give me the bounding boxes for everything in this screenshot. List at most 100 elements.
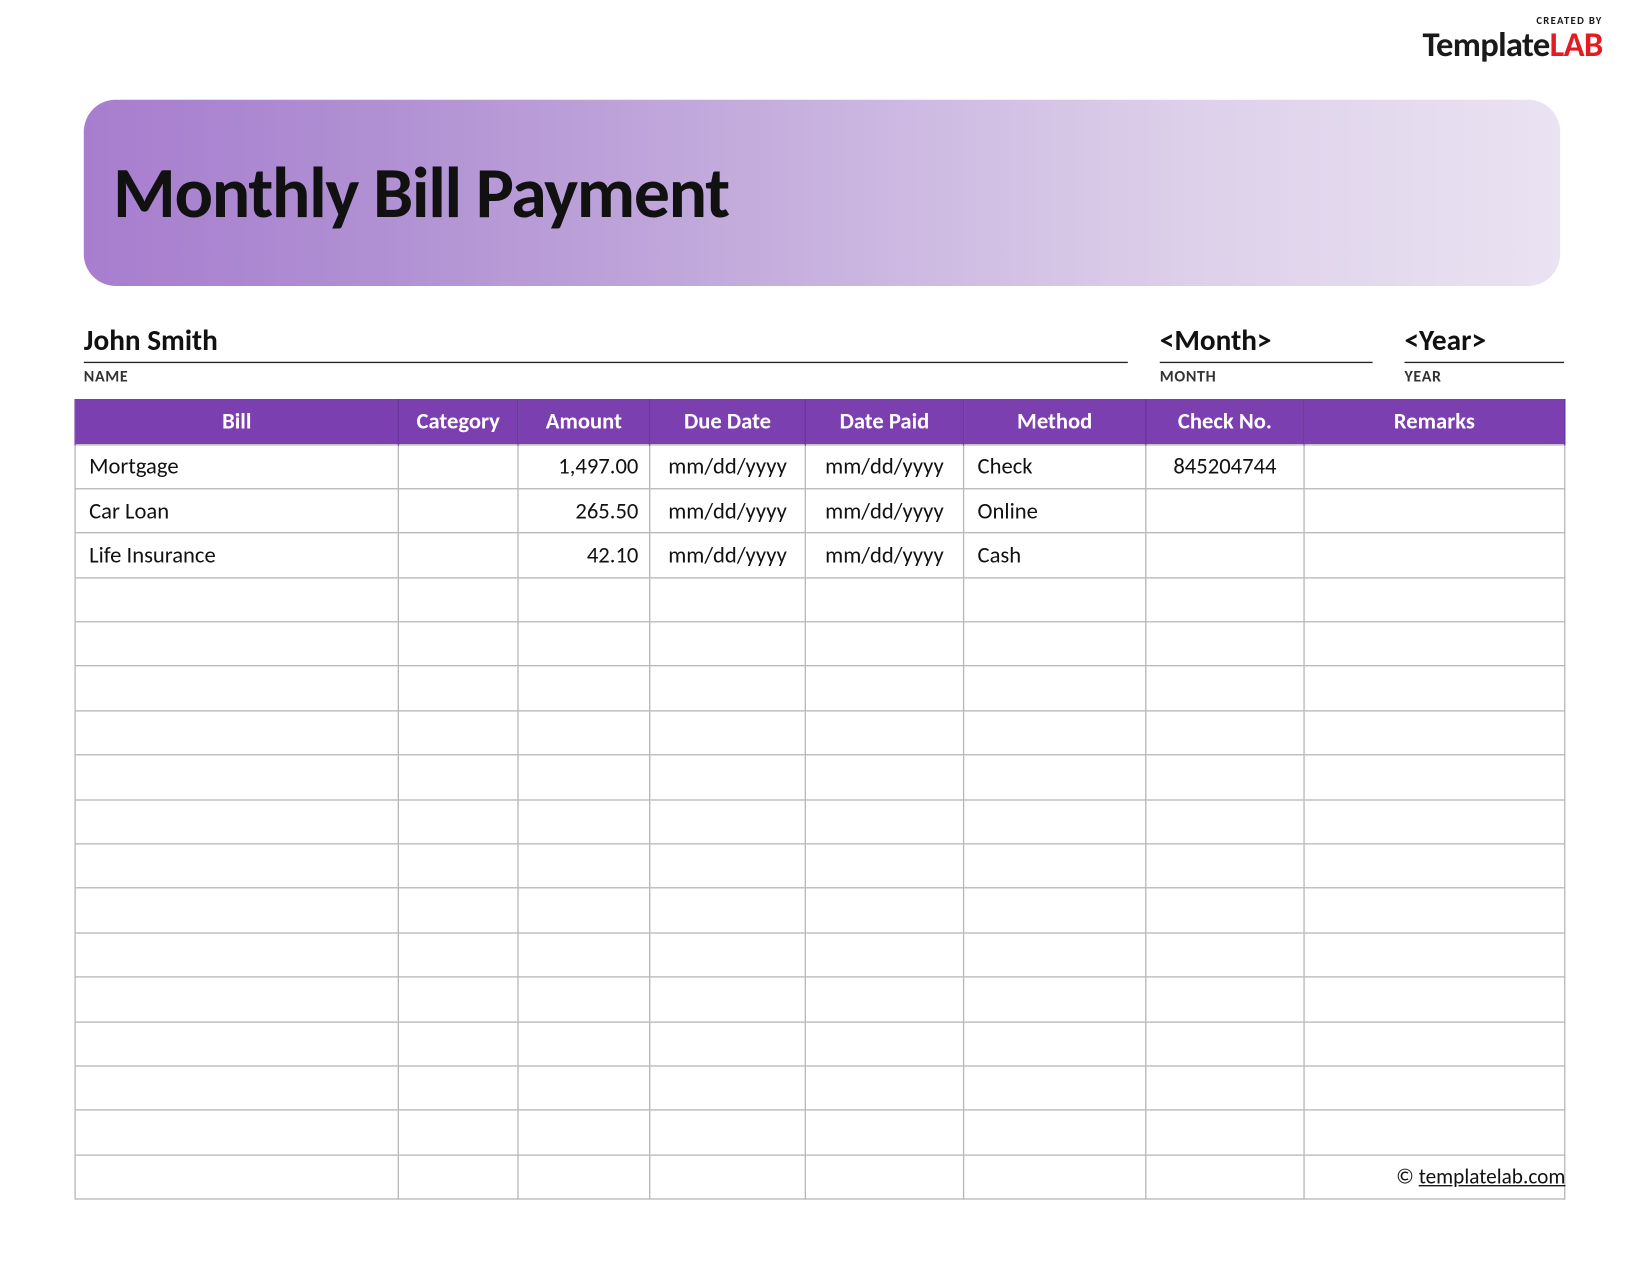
cell-remarks[interactable] <box>1304 489 1565 533</box>
cell-bill[interactable] <box>75 977 398 1021</box>
cell-due[interactable] <box>650 577 806 621</box>
cell-method[interactable] <box>964 933 1146 977</box>
cell-paid[interactable] <box>805 888 963 932</box>
cell-paid[interactable]: mm/dd/yyyy <box>805 489 963 533</box>
cell-due[interactable] <box>650 1155 806 1199</box>
cell-remarks[interactable] <box>1304 533 1565 577</box>
cell-category[interactable] <box>398 711 518 755</box>
cell-method[interactable] <box>964 666 1146 710</box>
footer-link[interactable]: templatelab.com <box>1419 1165 1566 1190</box>
cell-method[interactable] <box>964 799 1146 843</box>
cell-category[interactable] <box>398 888 518 932</box>
cell-category[interactable] <box>398 622 518 666</box>
cell-method[interactable]: Cash <box>964 533 1146 577</box>
cell-category[interactable] <box>398 755 518 799</box>
cell-category[interactable] <box>398 577 518 621</box>
cell-bill[interactable]: Life Insurance <box>75 533 398 577</box>
cell-amount[interactable] <box>518 799 650 843</box>
cell-paid[interactable]: mm/dd/yyyy <box>805 533 963 577</box>
cell-due[interactable] <box>650 977 806 1021</box>
cell-due[interactable] <box>650 1022 806 1066</box>
cell-method[interactable] <box>964 888 1146 932</box>
cell-amount[interactable]: 42.10 <box>518 533 650 577</box>
cell-paid[interactable] <box>805 844 963 888</box>
cell-check[interactable] <box>1146 489 1304 533</box>
cell-bill[interactable] <box>75 666 398 710</box>
cell-remarks[interactable] <box>1304 755 1565 799</box>
cell-bill[interactable]: Car Loan <box>75 489 398 533</box>
cell-category[interactable] <box>398 933 518 977</box>
cell-check[interactable] <box>1146 933 1304 977</box>
cell-check[interactable]: 845204744 <box>1146 444 1304 488</box>
cell-remarks[interactable] <box>1304 1022 1565 1066</box>
cell-due[interactable] <box>650 711 806 755</box>
cell-category[interactable] <box>398 977 518 1021</box>
cell-check[interactable] <box>1146 888 1304 932</box>
cell-check[interactable] <box>1146 977 1304 1021</box>
cell-paid[interactable] <box>805 1110 963 1154</box>
cell-paid[interactable]: mm/dd/yyyy <box>805 444 963 488</box>
cell-due[interactable] <box>650 1110 806 1154</box>
cell-method[interactable] <box>964 577 1146 621</box>
cell-paid[interactable] <box>805 977 963 1021</box>
cell-method[interactable]: Check <box>964 444 1146 488</box>
cell-paid[interactable] <box>805 799 963 843</box>
cell-paid[interactable] <box>805 1022 963 1066</box>
cell-category[interactable] <box>398 1022 518 1066</box>
cell-due[interactable] <box>650 888 806 932</box>
cell-due[interactable]: mm/dd/yyyy <box>650 533 806 577</box>
cell-bill[interactable] <box>75 1066 398 1110</box>
name-value[interactable]: John Smith <box>84 322 1128 363</box>
cell-bill[interactable] <box>75 888 398 932</box>
cell-amount[interactable] <box>518 577 650 621</box>
cell-check[interactable] <box>1146 622 1304 666</box>
cell-amount[interactable] <box>518 933 650 977</box>
cell-bill[interactable]: Mortgage <box>75 444 398 488</box>
cell-paid[interactable] <box>805 933 963 977</box>
cell-bill[interactable] <box>75 577 398 621</box>
cell-bill[interactable] <box>75 622 398 666</box>
cell-amount[interactable] <box>518 977 650 1021</box>
cell-category[interactable] <box>398 799 518 843</box>
cell-remarks[interactable] <box>1304 888 1565 932</box>
cell-check[interactable] <box>1146 1066 1304 1110</box>
cell-paid[interactable] <box>805 1155 963 1199</box>
cell-amount[interactable] <box>518 666 650 710</box>
cell-bill[interactable] <box>75 711 398 755</box>
cell-method[interactable] <box>964 755 1146 799</box>
cell-remarks[interactable] <box>1304 844 1565 888</box>
cell-amount[interactable] <box>518 622 650 666</box>
cell-check[interactable] <box>1146 1155 1304 1199</box>
cell-due[interactable] <box>650 799 806 843</box>
cell-remarks[interactable] <box>1304 622 1565 666</box>
year-value[interactable]: <Year> <box>1404 322 1564 363</box>
cell-amount[interactable] <box>518 888 650 932</box>
cell-paid[interactable] <box>805 577 963 621</box>
cell-due[interactable] <box>650 666 806 710</box>
cell-method[interactable] <box>964 1066 1146 1110</box>
cell-method[interactable] <box>964 622 1146 666</box>
cell-due[interactable]: mm/dd/yyyy <box>650 444 806 488</box>
cell-bill[interactable] <box>75 755 398 799</box>
cell-remarks[interactable] <box>1304 1066 1565 1110</box>
cell-method[interactable] <box>964 977 1146 1021</box>
cell-bill[interactable] <box>75 1155 398 1199</box>
cell-amount[interactable]: 265.50 <box>518 489 650 533</box>
cell-amount[interactable] <box>518 1110 650 1154</box>
cell-bill[interactable] <box>75 1110 398 1154</box>
cell-check[interactable] <box>1146 577 1304 621</box>
cell-category[interactable] <box>398 1110 518 1154</box>
cell-check[interactable] <box>1146 1022 1304 1066</box>
cell-category[interactable] <box>398 489 518 533</box>
cell-remarks[interactable] <box>1304 1110 1565 1154</box>
cell-amount[interactable] <box>518 755 650 799</box>
cell-amount[interactable] <box>518 844 650 888</box>
cell-remarks[interactable] <box>1304 666 1565 710</box>
cell-check[interactable] <box>1146 666 1304 710</box>
cell-remarks[interactable] <box>1304 977 1565 1021</box>
cell-due[interactable] <box>650 622 806 666</box>
cell-check[interactable] <box>1146 1110 1304 1154</box>
cell-check[interactable] <box>1146 755 1304 799</box>
cell-method[interactable] <box>964 844 1146 888</box>
cell-due[interactable] <box>650 1066 806 1110</box>
